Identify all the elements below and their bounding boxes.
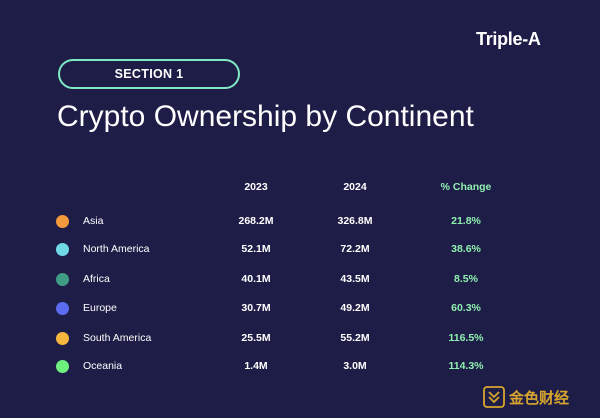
- value-change: 8.5%: [454, 273, 478, 285]
- value-2024: 3.0M: [343, 360, 367, 372]
- table-row: Asia 268.2M 326.8M 21.8%: [0, 212, 600, 232]
- value-change: 116.5%: [448, 332, 484, 344]
- watermark-text: 金色财经: [508, 389, 569, 407]
- region-label: Asia: [83, 215, 104, 227]
- table-row: North America 52.1M 72.2M 38.6%: [0, 240, 600, 260]
- value-change: 60.3%: [451, 302, 481, 314]
- table-row: Oceania 1.4M 3.0M 114.3%: [0, 357, 600, 377]
- legend-dot-icon: [56, 360, 69, 373]
- section-badge: SECTION 1: [58, 59, 240, 89]
- region-label: North America: [83, 243, 150, 255]
- value-change: 114.3%: [448, 360, 484, 372]
- column-header-2023: 2023: [244, 181, 268, 193]
- value-2023: 1.4M: [244, 360, 268, 372]
- column-header-2024: 2024: [343, 181, 367, 193]
- value-2023: 52.1M: [241, 243, 271, 255]
- value-2023: 40.1M: [241, 273, 271, 285]
- legend-dot-icon: [56, 332, 69, 345]
- region-label: Africa: [83, 273, 110, 285]
- value-change: 21.8%: [451, 215, 481, 227]
- value-2023: 30.7M: [241, 302, 271, 314]
- value-2024: 49.2M: [340, 302, 370, 314]
- legend-dot-icon: [56, 215, 69, 228]
- watermark-logo-mark: [488, 391, 500, 404]
- column-header-change: % Change: [440, 181, 492, 193]
- region-label: Oceania: [83, 360, 123, 372]
- value-2024: 55.2M: [340, 332, 370, 344]
- section-label: SECTION 1: [114, 67, 184, 81]
- value-2023: 268.2M: [238, 215, 274, 227]
- table-row: Africa 40.1M 43.5M 8.5%: [0, 270, 600, 290]
- legend-dot-icon: [56, 302, 69, 315]
- page-title: Crypto Ownership by Continent: [57, 100, 474, 133]
- legend-dot-icon: [56, 273, 69, 286]
- watermark-logo-icon: [483, 386, 505, 408]
- table-row: South America 25.5M 55.2M 116.5%: [0, 329, 600, 349]
- value-change: 38.6%: [451, 243, 481, 255]
- value-2024: 43.5M: [340, 273, 370, 285]
- watermark: 金色财经: [483, 386, 569, 408]
- value-2023: 25.5M: [241, 332, 271, 344]
- region-label: South America: [83, 332, 152, 344]
- legend-dot-icon: [56, 243, 69, 256]
- region-label: Europe: [83, 302, 117, 314]
- value-2024: 326.8M: [337, 215, 373, 227]
- brand-logo: Triple-A: [476, 29, 541, 49]
- value-2024: 72.2M: [340, 243, 370, 255]
- table-row: Europe 30.7M 49.2M 60.3%: [0, 299, 600, 319]
